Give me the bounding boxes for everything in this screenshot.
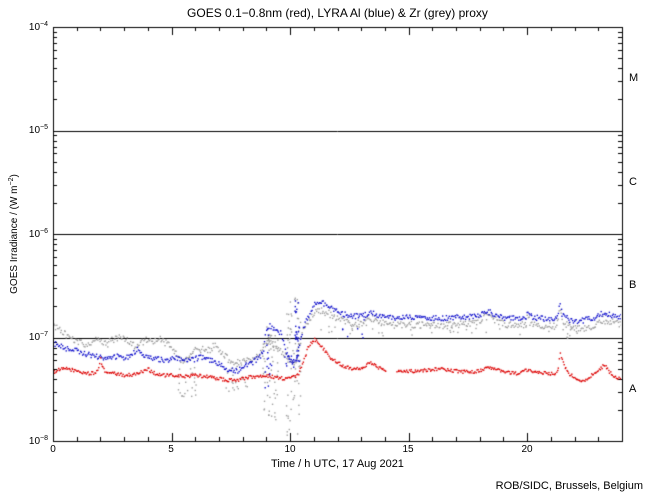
- y-tick-exponent: −5: [40, 123, 48, 131]
- y-tick-label: 10−4: [0, 21, 51, 33]
- y-axis-label: GOES Irradiance / (W m−2): [8, 174, 20, 294]
- x-tick-label: 10: [284, 444, 296, 455]
- x-tick-label: 5: [168, 444, 174, 455]
- y-tick-label: 10−8: [0, 435, 51, 447]
- x-tick-label: 20: [521, 444, 533, 455]
- y-tick-label: 10−5: [0, 124, 51, 136]
- x-tick-label: 0: [50, 444, 56, 455]
- y-tick-exponent: −6: [40, 227, 48, 235]
- y-tick-base: 10: [28, 229, 41, 241]
- y-tick-exponent: −4: [40, 20, 48, 28]
- flare-class-label-a: A: [629, 383, 637, 395]
- flare-class-label-m: M: [629, 72, 639, 84]
- x-axis-label: Time / h UTC, 17 Aug 2021: [271, 458, 404, 470]
- y-tick-label: 10−7: [0, 331, 51, 343]
- flare-class-label-b: B: [629, 279, 637, 291]
- credit-text: ROB/SIDC, Brussels, Belgium: [495, 480, 643, 492]
- y-tick-label: 10−6: [0, 228, 51, 240]
- x-tick-label: 15: [402, 444, 414, 455]
- chart-title: GOES 0.1−0.8nm (red), LYRA Al (blue) & Z…: [187, 6, 488, 20]
- y-axis-label-suffix: ): [9, 174, 21, 178]
- y-tick-exponent: −8: [40, 434, 48, 442]
- y-tick-base: 10: [28, 22, 41, 34]
- flare-class-label-c: C: [629, 176, 637, 188]
- y-tick-exponent: −7: [40, 330, 48, 338]
- y-tick-base: 10: [28, 125, 41, 137]
- y-tick-base: 10: [28, 332, 41, 344]
- y-tick-base: 10: [28, 436, 41, 448]
- y-axis-label-text: GOES Irradiance / (W m: [9, 185, 21, 294]
- y-axis-label-exponent: −2: [7, 177, 15, 186]
